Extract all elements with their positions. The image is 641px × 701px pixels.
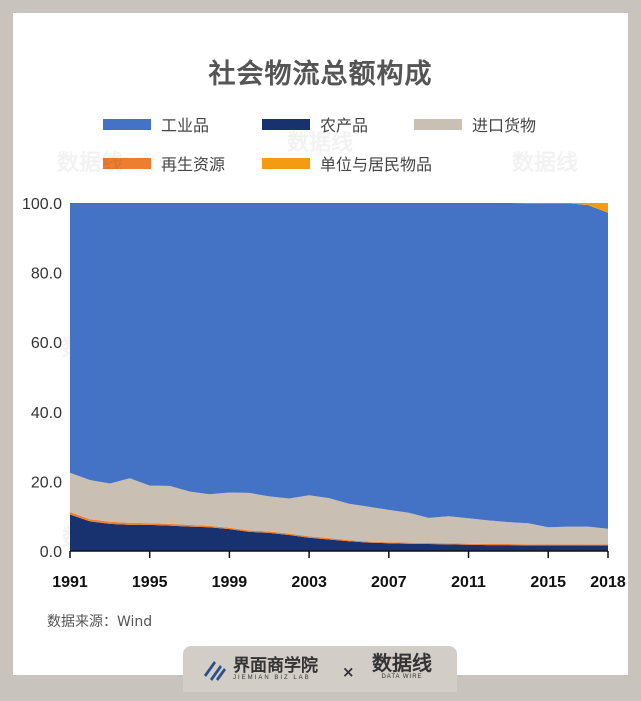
legend-label: 再生资源 xyxy=(161,155,226,174)
legend-swatch xyxy=(103,157,151,169)
legend-label: 农产品 xyxy=(320,116,369,135)
legend-label: 进口货物 xyxy=(472,116,537,135)
x-tick-label: 2015 xyxy=(530,574,566,591)
legend-item: 再生资源 xyxy=(103,151,225,175)
watermark: 数据线 xyxy=(512,150,578,175)
brand1-sub: JIEMIAN BIZ LAB xyxy=(233,675,311,681)
x-tick-label: 2011 xyxy=(451,574,486,591)
y-tick-label: 60.0 xyxy=(31,335,62,352)
legend-swatch xyxy=(414,118,462,130)
area-series-3 xyxy=(70,203,608,529)
legend-swatch xyxy=(262,118,310,130)
area-series xyxy=(70,203,608,551)
footer-tab xyxy=(183,646,457,692)
datawire-logo: 数据线 DATA WIRE xyxy=(372,652,432,680)
legend-swatch xyxy=(103,118,151,130)
legend-item: 单位与居民物品 xyxy=(262,151,432,175)
chart-title: 社会物流总额构成 xyxy=(208,59,433,90)
axes: 0.0 20.0 40.0 60.0 80.0 100.0 1991 1995 1999 2003… xyxy=(22,196,626,591)
brand2-sub: DATA WIRE xyxy=(381,674,423,680)
area-series-0 xyxy=(70,514,608,551)
y-tick-label: 100.0 xyxy=(22,196,62,213)
x-tick-label: 2007 xyxy=(371,574,407,591)
x-tick-label: 2018 xyxy=(590,574,626,591)
legend-item: 农产品 xyxy=(262,112,368,136)
brand2-name: 数据线 xyxy=(372,651,432,675)
legend-label: 单位与居民物品 xyxy=(320,155,433,174)
x-tick-label: 1995 xyxy=(132,574,168,591)
brand-separator: × xyxy=(342,663,355,681)
jiemian-logo: 界面商学院 JIEMIAN BIZ LAB xyxy=(200,655,318,683)
y-tick-label: 40.0 xyxy=(31,405,62,422)
watermark: 数据线 xyxy=(287,130,353,155)
y-tick-label: 80.0 xyxy=(31,266,62,283)
legend-item: 进口货物 xyxy=(414,112,536,136)
watermark: 数据线 xyxy=(57,150,123,175)
y-tick-label: 20.0 xyxy=(31,474,62,491)
legend-item: 工业品 xyxy=(103,112,209,136)
y-tick-label: 0.0 xyxy=(40,544,62,561)
legend-swatch xyxy=(262,157,310,169)
data-source: 数据来源：Wind xyxy=(47,614,153,630)
x-tick-label: 1999 xyxy=(212,574,248,591)
jiemian-logo-icon xyxy=(204,661,226,681)
x-tick-label: 1991 xyxy=(52,574,88,591)
x-tick-label: 2003 xyxy=(291,574,327,591)
area-series-2 xyxy=(70,472,608,545)
brand1-name: 界面商学院 xyxy=(233,656,318,676)
legend-label: 工业品 xyxy=(161,116,210,135)
